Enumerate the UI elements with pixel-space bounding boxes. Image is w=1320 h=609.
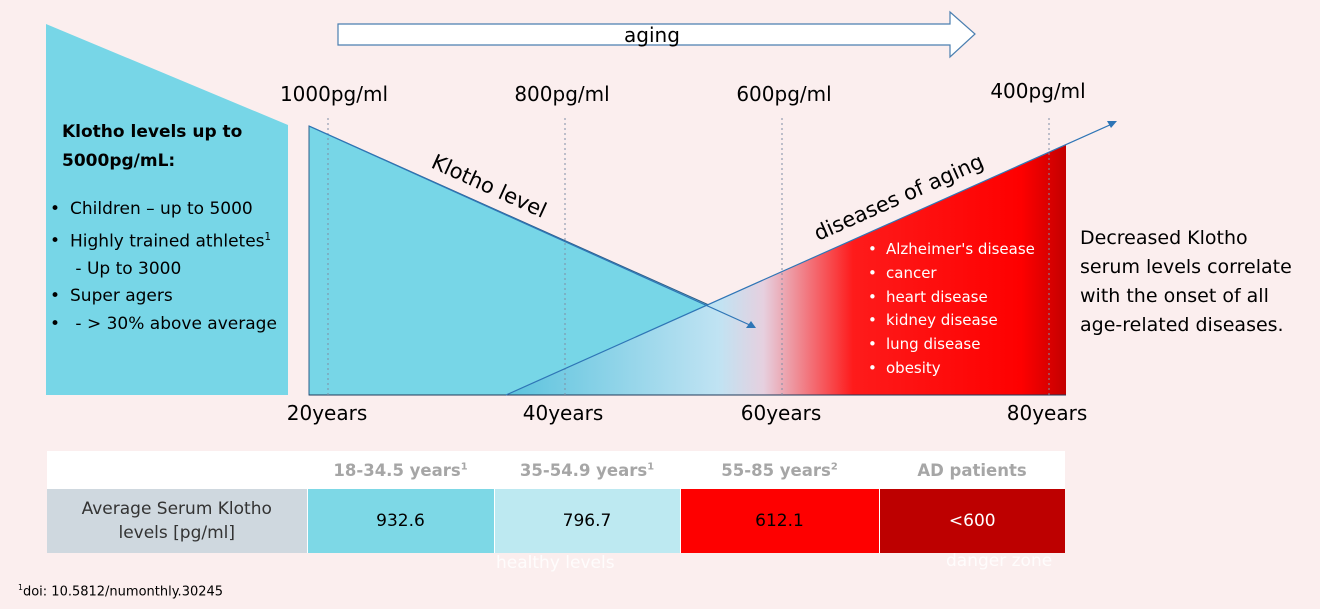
disease-item: • cancer: [868, 263, 937, 282]
table-header: AD patients: [879, 451, 1065, 489]
guide-lines: [327, 118, 1050, 395]
age-40: 40years: [523, 401, 604, 425]
disease-item: • kidney disease: [868, 311, 998, 330]
klotho-arrowhead-icon: [746, 321, 756, 328]
tick-600: 600pg/ml: [736, 82, 831, 106]
age-20: 20years: [287, 401, 368, 425]
klotho-decline-line: [308, 125, 753, 327]
tick-400: 400pg/ml: [990, 79, 1085, 103]
left-title-line2: 5000pg/mL:: [62, 151, 176, 171]
table-row: Average Serum Klotho levels [pg/ml] 932.…: [47, 489, 1065, 553]
left-info-list: • Children – up to 5000 • Highly trained a…: [50, 196, 302, 338]
table-cell: 932.6: [306, 489, 494, 553]
list-item: • Super agers: [50, 286, 173, 307]
table-header: 35-54.9 years1: [494, 451, 680, 489]
list-item: • Highly trained athletes1: [50, 231, 271, 252]
table-cell: <600: [878, 489, 1065, 553]
disease-item: • lung disease: [868, 335, 981, 354]
right-note: Decreased Klotho serum levels correlate …: [1080, 224, 1320, 340]
aging-arrow-icon: [337, 10, 976, 59]
table-header: 55-85 years2: [680, 451, 879, 489]
table-cell: 612.1: [679, 489, 879, 553]
disease-item: • obesity: [868, 358, 941, 377]
left-info-panel: Klotho levels up to 5000pg/mL: • Children…: [50, 118, 302, 338]
disease-item: • Alzheimer's disease: [868, 240, 1035, 258]
table-header-row: 18-34.5 years1 35-54.9 years1 55-85 year…: [47, 451, 1065, 489]
left-info-title: Klotho levels up to 5000pg/mL:: [62, 118, 302, 176]
age-80: 80years: [1007, 401, 1088, 425]
table-header: 18-34.5 years1: [307, 451, 494, 489]
healthy-zone-label: healthy levels: [496, 553, 615, 573]
serum-klotho-table: 18-34.5 years1 35-54.9 years1 55-85 year…: [47, 451, 1065, 553]
disease-list: • Alzheimer's disease • cancer • heart dise…: [868, 238, 1035, 381]
list-item: • - > 30% above average: [50, 313, 277, 334]
danger-zone-label: danger zone: [946, 551, 1053, 571]
left-info-wedge: [46, 24, 288, 395]
tick-1000: 1000pg/ml: [280, 82, 388, 106]
list-item: - Up to 3000: [70, 258, 182, 279]
right-note-line: serum levels correlate: [1080, 256, 1292, 278]
footnote: 1doi: 10.5812/numonthly.30245: [18, 583, 224, 600]
disease-rise-line: [505, 123, 1113, 396]
tick-800: 800pg/ml: [514, 82, 609, 106]
right-note-line: with the onset of all: [1080, 285, 1269, 307]
aging-label: aging: [624, 23, 680, 47]
age-60: 60years: [741, 401, 822, 425]
right-note-line: age-related diseases.: [1080, 314, 1284, 336]
left-title-line1: Klotho levels up to: [62, 122, 243, 142]
disease-item: • heart disease: [868, 287, 988, 306]
table-header-blank: [47, 451, 307, 489]
table-row-label: Average Serum Klotho levels [pg/ml]: [47, 489, 307, 553]
table-cell: 796.7: [493, 489, 680, 553]
right-note-line: Decreased Klotho: [1080, 227, 1248, 249]
disease-arrowhead-icon: [1107, 121, 1117, 128]
list-item: • Children – up to 5000: [50, 199, 253, 219]
